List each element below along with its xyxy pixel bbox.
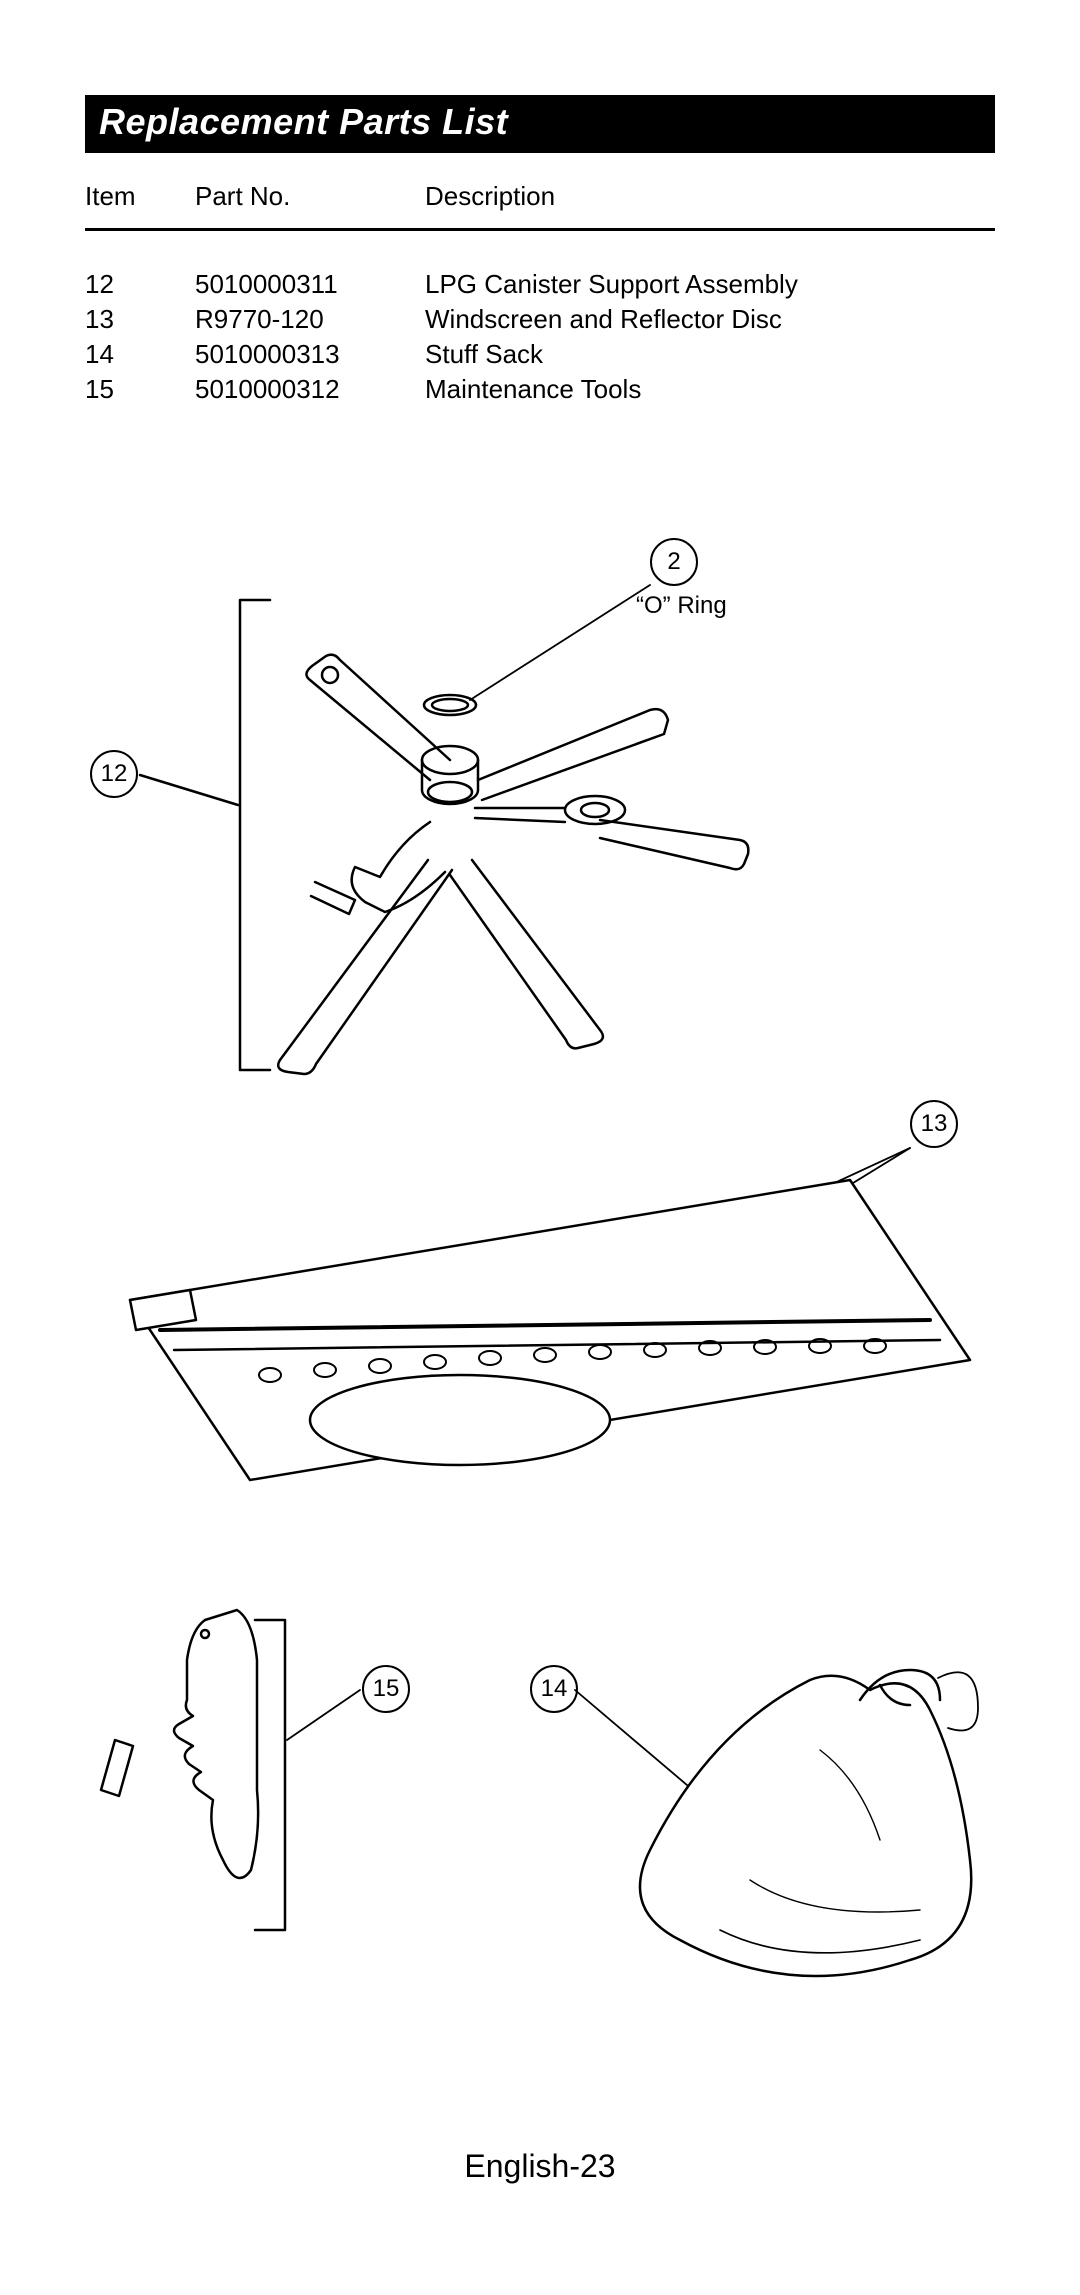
diagram-area: 2 “O” Ring 12 13 15 14 — [0, 470, 1080, 2120]
col-header-desc: Description — [425, 181, 995, 212]
parts-table: Item Part No. Description 12 5010000311 … — [85, 181, 995, 407]
cell-desc: Maintenance Tools — [425, 372, 995, 407]
cell-part: 5010000313 — [195, 337, 425, 372]
col-header-item: Item — [85, 181, 195, 212]
table-header: Item Part No. Description — [85, 181, 995, 231]
table-row: 12 5010000311 LPG Canister Support Assem… — [85, 267, 995, 302]
windscreen-illustration — [100, 1100, 980, 1530]
col-header-part: Part No. — [195, 181, 425, 212]
assembly-12-illustration — [130, 560, 770, 1080]
section-title: Replacement Parts List — [85, 95, 995, 153]
cell-desc: Windscreen and Reflector Disc — [425, 302, 995, 337]
cell-item: 15 — [85, 372, 195, 407]
cell-desc: Stuff Sack — [425, 337, 995, 372]
cell-desc: LPG Canister Support Assembly — [425, 267, 995, 302]
callout-number: 12 — [101, 760, 128, 788]
cell-item: 12 — [85, 267, 195, 302]
cell-part: 5010000312 — [195, 372, 425, 407]
page-footer: English-23 — [0, 2148, 1080, 2185]
stuffsack-illustration — [520, 1630, 1000, 2020]
cell-item: 13 — [85, 302, 195, 337]
tools-illustration — [85, 1590, 385, 1960]
cell-part: R9770-120 — [195, 302, 425, 337]
table-row: 15 5010000312 Maintenance Tools — [85, 372, 995, 407]
table-row: 14 5010000313 Stuff Sack — [85, 337, 995, 372]
cell-part: 5010000311 — [195, 267, 425, 302]
table-row: 13 R9770-120 Windscreen and Reflector Di… — [85, 302, 995, 337]
cell-item: 14 — [85, 337, 195, 372]
